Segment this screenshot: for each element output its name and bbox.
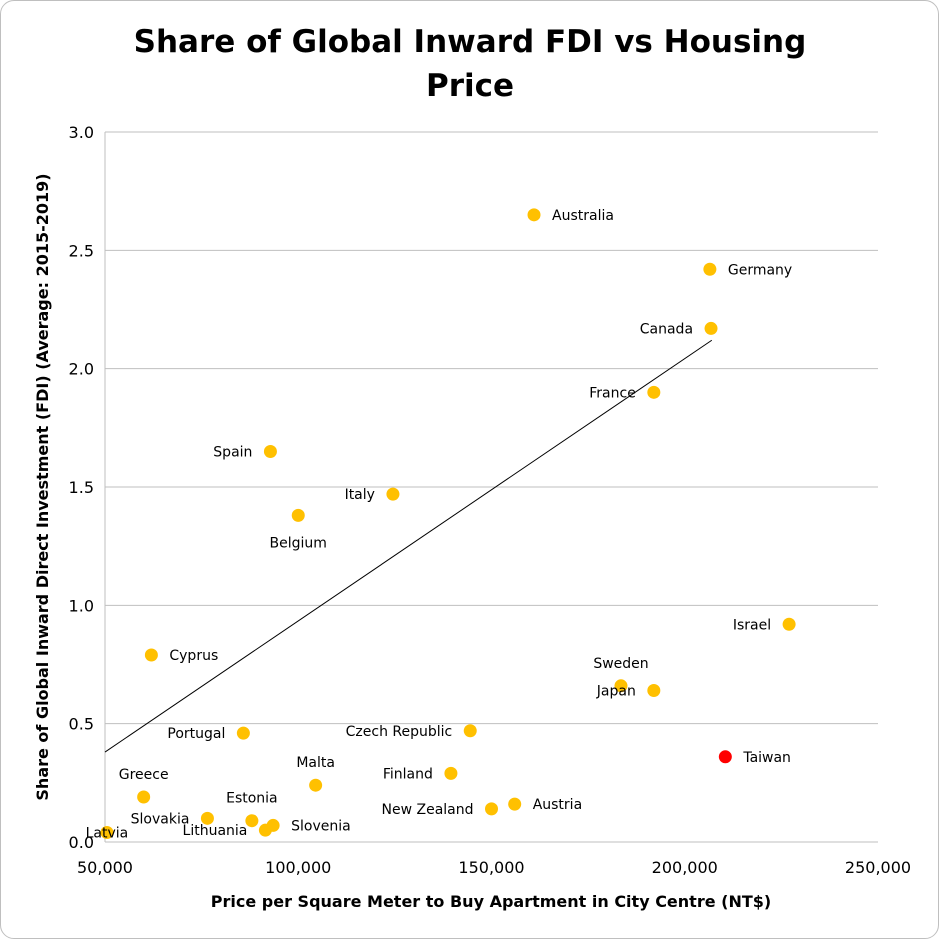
- point-labels: Australia Germany Canada France Spain Italy Be…: [86, 208, 793, 842]
- point-label: Slovakia: [131, 811, 190, 827]
- point-label: Latvia: [86, 826, 129, 842]
- point-label: Taiwan: [742, 750, 791, 766]
- data-point: [444, 766, 458, 780]
- point-label: Portugal: [167, 726, 225, 742]
- data-point: [704, 321, 718, 335]
- data-point: [782, 617, 796, 631]
- point-label: New Zealand: [382, 802, 474, 818]
- data-point: [647, 385, 661, 399]
- point-label: Estonia: [226, 791, 278, 807]
- data-point: [200, 811, 214, 825]
- data-point: [527, 208, 541, 222]
- point-label: Greece: [119, 767, 169, 783]
- chart-title: Share of Global Inward FDI vs Housing Pr…: [133, 24, 807, 104]
- trendline-layer: [104, 339, 713, 753]
- data-point: [245, 814, 259, 828]
- point-label: Spain: [213, 445, 252, 461]
- point-label: Cyprus: [169, 648, 218, 664]
- data-point: [508, 797, 522, 811]
- trendline: [104, 339, 713, 753]
- x-tick-label: 100,000: [265, 858, 331, 877]
- data-point: [263, 445, 277, 458]
- y-axis-title: Share of Global Inward Direct Investment…: [33, 173, 52, 800]
- y-tick-label: 0.0: [69, 833, 94, 852]
- point-label: Sweden: [593, 656, 648, 672]
- point-label: Lithuania: [183, 823, 248, 839]
- data-point: [258, 823, 272, 837]
- y-tick-label: 0.5: [69, 715, 94, 734]
- x-axis-title: Price per Square Meter to Buy Apartment …: [211, 892, 771, 911]
- point-label: Italy: [345, 487, 375, 503]
- point-label: Australia: [552, 208, 614, 224]
- grid-lines: [105, 131, 878, 725]
- data-point: [309, 778, 323, 792]
- data-point: [137, 790, 151, 804]
- x-tick-label: 200,000: [652, 858, 718, 877]
- data-point: [647, 684, 661, 698]
- point-label: Canada: [640, 321, 693, 337]
- point-label: Belgium: [270, 535, 327, 551]
- x-tick-label: 250,000: [845, 858, 911, 877]
- data-point: [144, 648, 158, 662]
- point-label: Slovenia: [291, 818, 351, 834]
- point-label: Austria: [533, 797, 582, 813]
- data-point: [236, 726, 250, 740]
- data-point: [485, 802, 498, 816]
- x-tick-label: 50,000: [77, 858, 133, 877]
- y-tick-label: 2.0: [69, 360, 94, 379]
- point-label: France: [589, 385, 636, 401]
- data-point: [291, 508, 305, 522]
- point-label: Czech Republic: [346, 724, 453, 740]
- point-label: Finland: [383, 766, 433, 782]
- data-point: [100, 826, 114, 840]
- point-label: Israel: [733, 617, 771, 633]
- point-label: Japan: [596, 684, 636, 700]
- point-label: Germany: [728, 262, 792, 278]
- data-point: [386, 487, 400, 501]
- y-tick-label: 1.0: [69, 596, 94, 615]
- y-tick-label: 1.5: [69, 478, 94, 497]
- axes: 0.0 0.5 1.0 1.5 2.0 2.5 3.0 50,000 100,000 150,00…: [69, 123, 912, 877]
- x-tick-label: 150,000: [458, 858, 524, 877]
- y-tick-label: 2.5: [69, 241, 94, 260]
- data-point: [614, 679, 628, 693]
- point-label: Malta: [296, 755, 335, 771]
- data-point: [718, 750, 732, 764]
- data-points: [100, 208, 796, 840]
- data-point: [463, 724, 477, 738]
- data-point: [703, 262, 717, 276]
- y-tick-label: 3.0: [69, 123, 94, 142]
